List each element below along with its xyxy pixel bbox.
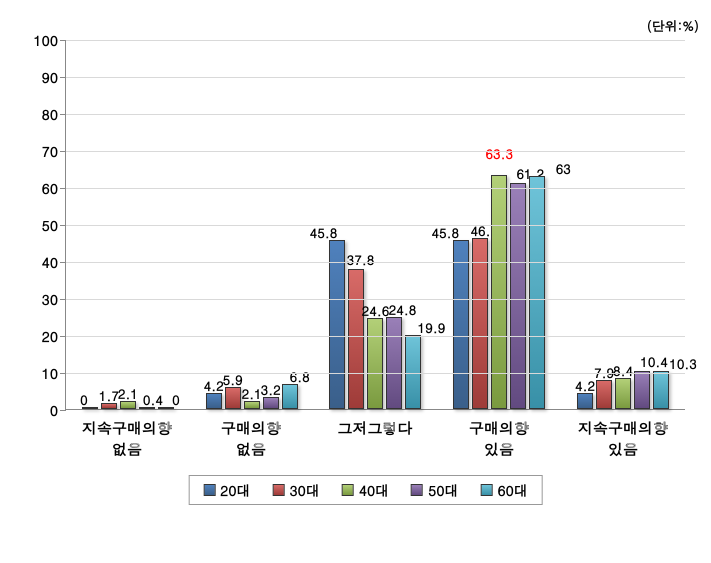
bar: 1.7 [101, 403, 117, 409]
bar: 5.9 [225, 387, 241, 409]
gridline [66, 188, 685, 189]
x-axis-label: 그저그렇다 [313, 418, 437, 460]
bar: 63 [529, 176, 545, 409]
y-tick: 100 [34, 30, 67, 50]
legend-label: 40대 [359, 480, 389, 500]
bar-value-label: 2.1 [118, 387, 138, 402]
y-tick: 40 [42, 252, 66, 272]
x-axis-labels: 지속구매의향 없음구매의향 없음그저그렇다구매의향 있음지속구매의향 있음 [65, 418, 685, 460]
bar: 7.9 [596, 380, 612, 409]
bar: 10.3 [653, 371, 669, 409]
y-tick: 10 [42, 363, 66, 383]
gridline [66, 77, 685, 78]
bar: 10.4 [634, 371, 650, 409]
bar: 45.8 [329, 240, 345, 409]
legend-item: 30대 [273, 480, 320, 500]
bar: 6.8 [282, 384, 298, 409]
legend: 20대 30대 40대 50대 60대 [188, 475, 543, 505]
x-axis-label: 지속구매의향 있음 [561, 418, 685, 460]
legend-label: 30대 [290, 480, 320, 500]
bar-value-label: 4.2 [575, 379, 595, 394]
bar-value-label: 0 [172, 393, 180, 408]
bar-value-label: 8.4 [613, 364, 633, 379]
gridline [66, 225, 685, 226]
y-tick: 30 [42, 289, 66, 309]
y-tick: 50 [42, 215, 66, 235]
x-axis-label: 구매의향 없음 [189, 418, 313, 460]
legend-label: 20대 [220, 480, 250, 500]
legend-swatch [203, 484, 215, 496]
bar: 46.2 [472, 238, 488, 409]
gridline [66, 262, 685, 263]
legend-item: 40대 [342, 480, 389, 500]
bar: 0 [158, 407, 174, 409]
legend-swatch [273, 484, 285, 496]
bar: 24.8 [386, 317, 402, 409]
bar-value-label: 37.8 [347, 253, 375, 268]
bar: 0 [82, 407, 98, 409]
bar-value-label: 10.4 [640, 355, 668, 370]
bar: 45.8 [453, 240, 469, 409]
legend-label: 50대 [428, 480, 458, 500]
gridline [66, 373, 685, 374]
x-axis-label: 지속구매의향 없음 [65, 418, 189, 460]
bar-value-label: 45.8 [310, 226, 338, 241]
bar-value-label: 24.8 [389, 303, 417, 318]
bar: 8.4 [615, 378, 631, 409]
gridline [66, 336, 685, 337]
bar: 4.2 [206, 393, 222, 409]
bar: 3.2 [263, 397, 279, 409]
legend-swatch [480, 484, 492, 496]
bar-value-label: 3.2 [261, 383, 281, 398]
y-tick: 20 [42, 326, 66, 346]
unit-label: (단위:%) [647, 16, 699, 35]
bar-value-label: 10.3 [669, 357, 697, 372]
bar-value-label: 0.4 [143, 393, 163, 408]
legend-label: 60대 [497, 480, 527, 500]
bar-value-label: 5.9 [223, 373, 243, 388]
gridline [66, 114, 685, 115]
gridline [66, 40, 685, 41]
bar: 37.8 [348, 269, 364, 409]
legend-item: 20대 [203, 480, 250, 500]
bar-value-label: 0 [80, 393, 88, 408]
y-tick: 60 [42, 178, 66, 198]
y-tick: 80 [42, 104, 66, 124]
chart-container: (단위:%) 01.72.10.404.25.92.13.26.845.837.… [10, 10, 711, 553]
gridline [66, 299, 685, 300]
bar-value-label: 1.7 [99, 389, 119, 404]
bar-value-label: 24.6 [362, 304, 390, 319]
bar-value-label: 45.8 [431, 226, 459, 241]
y-tick: 0 [50, 400, 66, 420]
gridline [66, 151, 685, 152]
bar-value-label: 2.1 [242, 387, 262, 402]
y-tick: 90 [42, 67, 66, 87]
bar: 0.4 [139, 407, 155, 409]
bar-value-label: 63.3 [485, 147, 513, 162]
legend-swatch [342, 484, 354, 496]
legend-item: 50대 [411, 480, 458, 500]
y-tick: 70 [42, 141, 66, 161]
legend-item: 60대 [480, 480, 527, 500]
bar-value-label: 4.2 [204, 379, 224, 394]
bar: 24.6 [367, 318, 383, 409]
x-axis-label: 구매의향 있음 [437, 418, 561, 460]
bar: 2.1 [244, 401, 260, 409]
plot-area: 01.72.10.404.25.92.13.26.845.837.824.624… [65, 40, 685, 410]
bar: 61.2 [510, 183, 526, 409]
bar: 2.1 [120, 401, 136, 409]
bar: 4.2 [577, 393, 593, 409]
legend-swatch [411, 484, 423, 496]
